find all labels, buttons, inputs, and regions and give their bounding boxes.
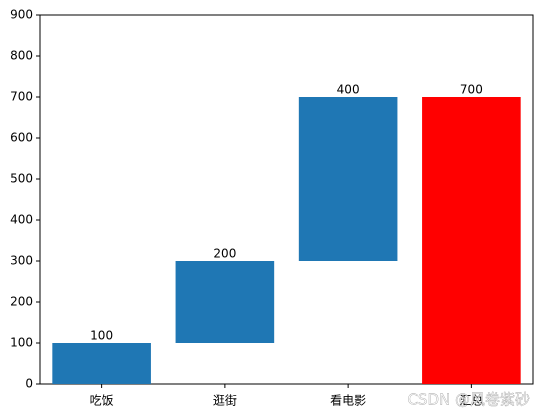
plot-frame — [39, 14, 534, 385]
y-tick-label: 800 — [10, 49, 33, 63]
y-tick-label: 400 — [10, 213, 33, 227]
bar — [422, 97, 521, 384]
y-tick-label: 500 — [10, 172, 33, 186]
x-tick-label: 逛街 — [213, 394, 237, 408]
y-tick-label: 700 — [10, 90, 33, 104]
y-tick-label: 100 — [10, 336, 33, 350]
y-tick-label: 200 — [10, 295, 33, 309]
y-tick-label: 900 — [10, 8, 33, 22]
x-tick-label: 看电影 — [330, 394, 366, 408]
watermark: CSDN @风卷紫砂 — [407, 391, 530, 409]
x-tick-label: 汇总 — [459, 394, 483, 408]
x-tick-label: 吃饭 — [90, 394, 114, 408]
value-label: 400 — [337, 83, 360, 97]
value-label: 200 — [213, 247, 236, 261]
bar — [298, 97, 398, 261]
y-tick-label: 600 — [10, 131, 33, 145]
bar — [52, 343, 151, 384]
value-label: 100 — [90, 329, 113, 343]
y-tick-label: 0 — [25, 377, 33, 391]
y-tick-label: 300 — [10, 254, 33, 268]
bar — [175, 261, 275, 343]
value-label: 700 — [460, 83, 483, 97]
